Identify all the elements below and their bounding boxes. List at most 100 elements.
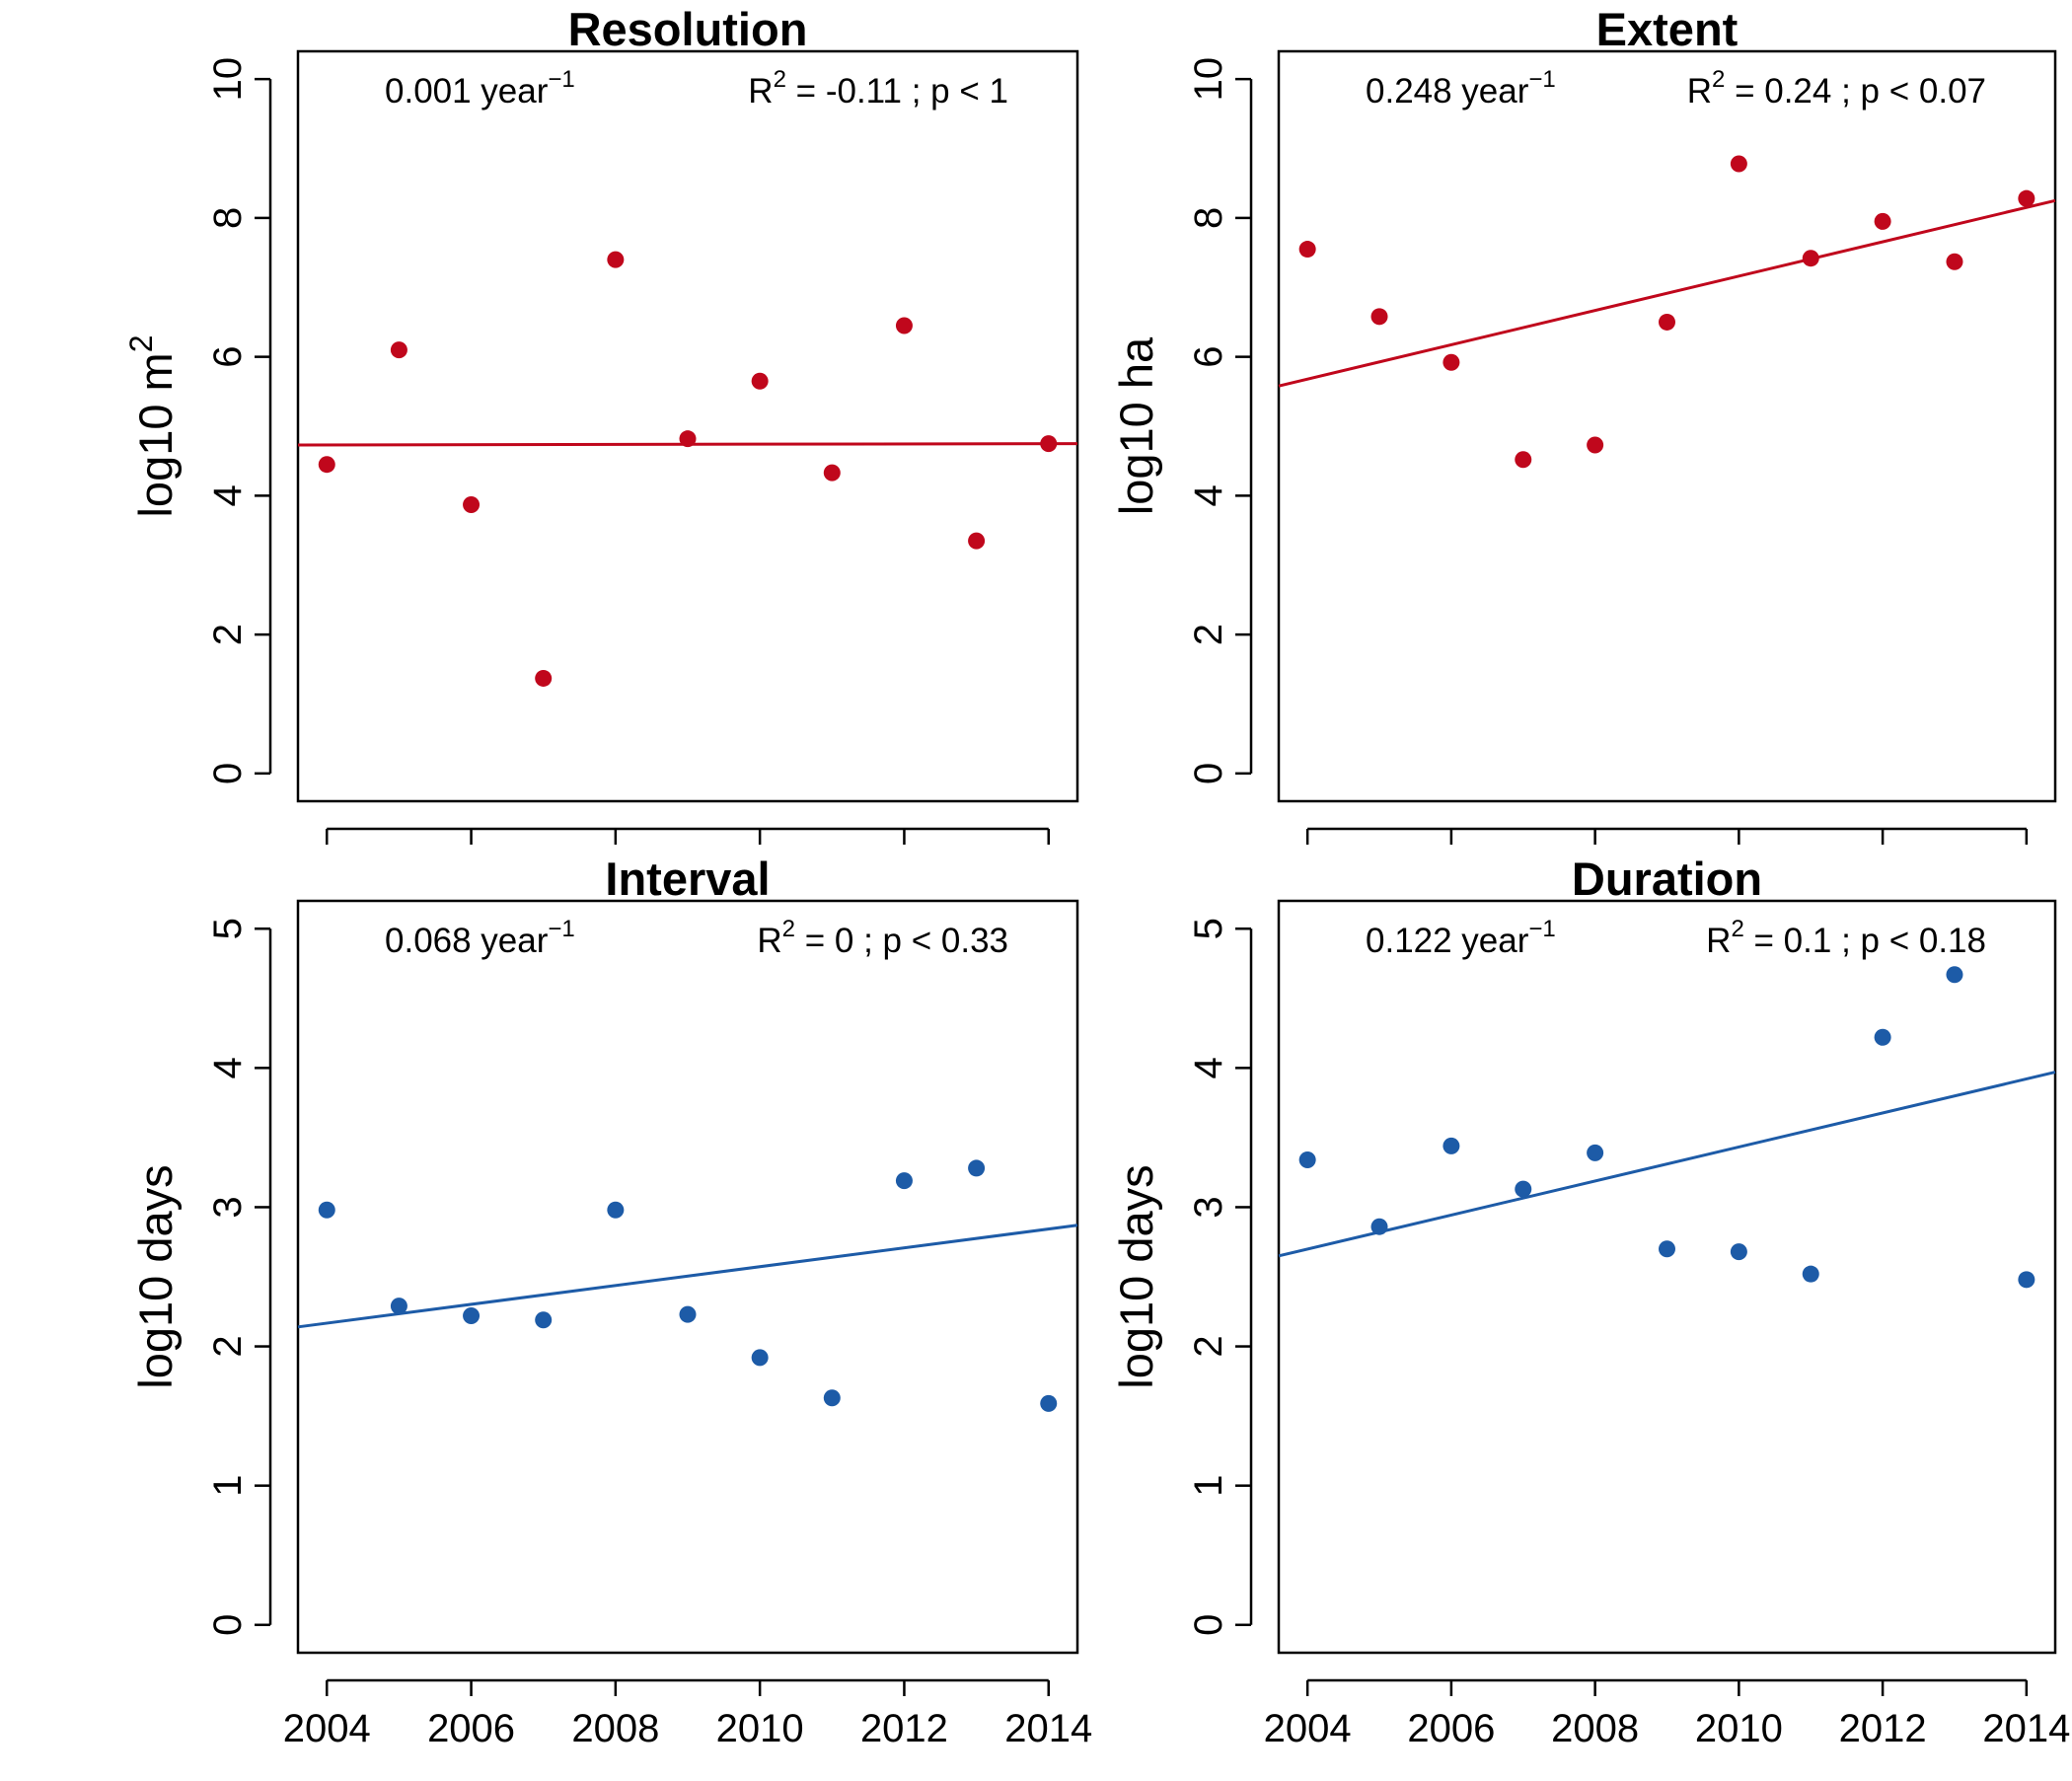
y-tick-label: 0 (206, 1614, 250, 1636)
rate-value: 0.001 year (385, 72, 549, 111)
rate-annotation: 0.068 year−1 (385, 916, 575, 960)
y-tick-label: 0 (1187, 763, 1230, 784)
y-tick-label: 10 (1187, 57, 1230, 102)
x-tick-label: 2008 (1551, 1707, 1639, 1750)
rate-superscript: −1 (548, 66, 574, 93)
y-tick-label: 4 (1187, 1057, 1230, 1078)
data-point (1730, 1243, 1747, 1261)
data-point (390, 1298, 407, 1315)
rate-superscript: −1 (548, 916, 574, 942)
rate-superscript: −1 (1528, 66, 1555, 93)
data-point (823, 1389, 841, 1407)
x-tick-label: 2006 (1407, 1707, 1495, 1750)
data-point (1040, 1394, 1058, 1412)
data-point (390, 341, 407, 359)
data-point (1802, 250, 1819, 267)
y-tick-label: 3 (206, 1196, 250, 1218)
y-axis-label-text: log10 ha (1110, 336, 1162, 515)
y-tick-label: 1 (206, 1475, 250, 1497)
data-point (1298, 1150, 1316, 1168)
stats-rest: = 0.1 ; p < 0.18 (1744, 922, 1986, 960)
stats-annotation: R2 = 0 ; p < 0.33 (757, 916, 1008, 960)
stats-rest: = 0 ; p < 0.33 (795, 922, 1008, 960)
x-tick-label: 2012 (1839, 1707, 1927, 1750)
data-point (751, 372, 769, 390)
stats-superscript: 2 (774, 66, 786, 93)
data-point (1874, 1028, 1891, 1046)
data-point (1515, 451, 1532, 469)
y-tick-label: 2 (1187, 624, 1230, 645)
y-tick-label: 4 (206, 484, 250, 506)
y-tick-label: 5 (206, 918, 250, 939)
data-point (1659, 1240, 1675, 1258)
y-tick-label: 2 (206, 624, 250, 645)
data-point (463, 496, 481, 514)
y-tick-label: 10 (206, 57, 250, 102)
data-point (1515, 1180, 1532, 1198)
data-point (1587, 1144, 1604, 1161)
y-tick-label: 1 (1187, 1475, 1230, 1497)
stats-r: R (1687, 72, 1712, 111)
data-point (1370, 308, 1388, 326)
data-point (1443, 1137, 1460, 1154)
data-point (1802, 1265, 1819, 1283)
rate-superscript: −1 (1528, 916, 1555, 942)
data-point (535, 1311, 553, 1329)
trend-line (1278, 1071, 2056, 1258)
data-point (751, 1349, 769, 1367)
data-point (968, 532, 986, 550)
x-tick-label: 2004 (283, 1707, 371, 1750)
rate-annotation: 0.122 year−1 (1366, 916, 1556, 960)
stats-r: R (748, 72, 773, 111)
y-tick-label: 8 (1187, 207, 1230, 229)
data-point (318, 456, 335, 474)
panel-title: Resolution (568, 3, 808, 55)
data-point (463, 1307, 481, 1325)
y-axis-label-superscript: 2 (123, 334, 159, 352)
stats-rest: = -0.11 ; p < 1 (786, 72, 1008, 111)
stats-annotation: R2 = -0.11 ; p < 1 (748, 66, 1008, 111)
data-point (318, 1201, 335, 1219)
stats-annotation: R2 = 0.1 ; p < 0.18 (1706, 916, 1986, 960)
data-point (968, 1159, 986, 1177)
y-axis-label-text: log10 days (129, 1164, 182, 1388)
y-axis-label: log10 m2 (123, 334, 182, 517)
x-tick-label: 2014 (1982, 1707, 2070, 1750)
data-point (2018, 189, 2035, 207)
x-tick-label: 2010 (716, 1707, 804, 1750)
data-point (1946, 966, 1963, 984)
data-point (1040, 435, 1058, 453)
data-point (1874, 212, 1891, 230)
data-point (895, 317, 913, 334)
data-point (1443, 353, 1460, 371)
data-point (1946, 253, 1963, 270)
y-tick-label: 4 (1187, 484, 1230, 506)
rate-value: 0.248 year (1366, 72, 1529, 111)
rate-annotation: 0.248 year−1 (1366, 66, 1556, 111)
plot-frame (296, 899, 1079, 1655)
y-tick-label: 0 (1187, 1614, 1230, 1636)
data-point (1370, 1218, 1388, 1235)
x-tick-label: 2006 (427, 1707, 515, 1750)
y-tick-label: 4 (206, 1057, 250, 1078)
data-point (679, 430, 697, 448)
y-tick-label: 5 (1187, 918, 1230, 939)
plot-frame (296, 49, 1079, 803)
data-point (823, 464, 841, 482)
panel-duration: Duration 2004 2006 2008 2010 2012 2014 0 1 2 3 4 5 lo… (1110, 853, 2070, 1750)
rate-value: 0.122 year (1366, 922, 1529, 960)
data-point (1730, 155, 1747, 173)
y-tick-label: 3 (1187, 1196, 1230, 1218)
x-tick-label: 2012 (860, 1707, 948, 1750)
stats-r: R (1706, 922, 1731, 960)
x-tick-label: 2008 (571, 1707, 659, 1750)
rate-value: 0.068 year (385, 922, 549, 960)
data-point (1587, 436, 1604, 454)
y-axis-label-text: log10 days (1110, 1164, 1162, 1388)
y-axis-label-text: log10 m (129, 352, 182, 517)
panel-title: Duration (1572, 853, 1762, 905)
y-tick-label: 2 (206, 1335, 250, 1357)
y-tick-label: 0 (206, 763, 250, 784)
trend-line (297, 1224, 1078, 1329)
